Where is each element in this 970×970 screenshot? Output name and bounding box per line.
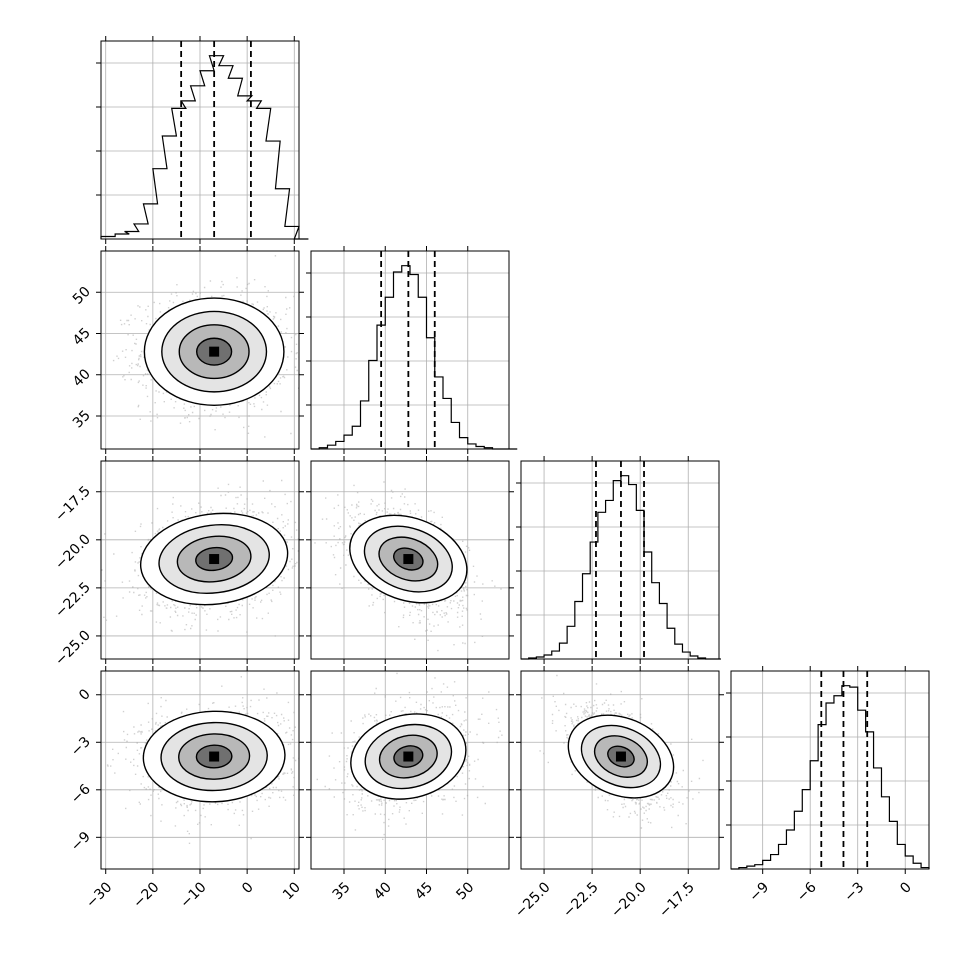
density-peak xyxy=(209,751,220,762)
x-tick-label-2-3: −17.5 xyxy=(656,879,698,921)
x-tick-label-2-0: −25.0 xyxy=(512,879,554,921)
x-tick-label-3-0: −9 xyxy=(746,879,772,905)
panel-frame xyxy=(520,460,720,660)
x-tick-label-1-3: 50 xyxy=(453,879,477,903)
x-tick-label-1-2: 45 xyxy=(412,879,436,903)
x-tick-label-3-1: −6 xyxy=(794,879,820,905)
joint-panel-3-0 xyxy=(100,670,300,870)
x-tick-label-1-0: 35 xyxy=(330,879,354,903)
density-peak xyxy=(209,554,220,565)
density-peak xyxy=(615,751,626,762)
joint-panel-1-0 xyxy=(100,250,300,450)
y-tick-label-1-1: 40 xyxy=(70,366,94,390)
x-tick-label-2-1: −22.5 xyxy=(560,879,602,921)
y-tick-label-1-2: 45 xyxy=(70,325,94,349)
panel-frame xyxy=(310,670,510,870)
y-tick-label-1-0: 35 xyxy=(70,408,94,432)
x-tick-label-3-3: 0 xyxy=(897,879,915,897)
marginal-panel-1 xyxy=(306,250,518,450)
y-tick-label-3-3: 0 xyxy=(76,686,94,704)
histogram-step-0 xyxy=(100,55,309,240)
x-tick-label-2-2: −20.0 xyxy=(608,879,650,921)
y-tick-label-3-0: −9 xyxy=(68,829,94,855)
x-tick-label-3-2: −3 xyxy=(841,879,867,905)
x-tick-label-0-0: −30 xyxy=(83,879,115,911)
panel-frame xyxy=(730,670,930,870)
joint-panel-3-1 xyxy=(310,670,510,870)
density-peak xyxy=(403,554,414,565)
marginal-panel-3 xyxy=(726,670,930,870)
x-tick-label-1-1: 40 xyxy=(371,879,395,903)
joint-panel-2-1 xyxy=(310,460,510,660)
panel-frame xyxy=(310,460,510,660)
y-tick-label-2-3: −17.5 xyxy=(52,483,94,525)
y-tick-label-2-1: −22.5 xyxy=(52,579,94,621)
density-peak xyxy=(209,346,220,357)
histogram-step-1 xyxy=(311,265,518,450)
histogram-step-3 xyxy=(731,685,930,870)
marginal-panel-2 xyxy=(516,460,721,660)
histogram-step-2 xyxy=(521,475,721,660)
y-tick-label-1-3: 50 xyxy=(70,284,94,308)
x-tick-label-0-4: 10 xyxy=(280,879,304,903)
y-tick-label-2-2: −20.0 xyxy=(52,531,94,573)
x-tick-label-0-2: −10 xyxy=(177,879,209,911)
x-tick-label-0-1: −20 xyxy=(130,879,162,911)
panel-frame xyxy=(520,670,720,870)
y-tick-label-3-2: −3 xyxy=(68,734,94,760)
panel-frame xyxy=(310,250,510,450)
joint-panel-3-2 xyxy=(520,670,720,870)
y-tick-label-2-0: −25.0 xyxy=(52,627,94,669)
marginal-panel-0 xyxy=(96,40,309,240)
x-tick-label-0-3: 0 xyxy=(239,879,257,897)
density-peak xyxy=(403,751,414,762)
joint-panel-2-0 xyxy=(100,460,300,660)
y-tick-label-3-1: −6 xyxy=(68,781,94,807)
